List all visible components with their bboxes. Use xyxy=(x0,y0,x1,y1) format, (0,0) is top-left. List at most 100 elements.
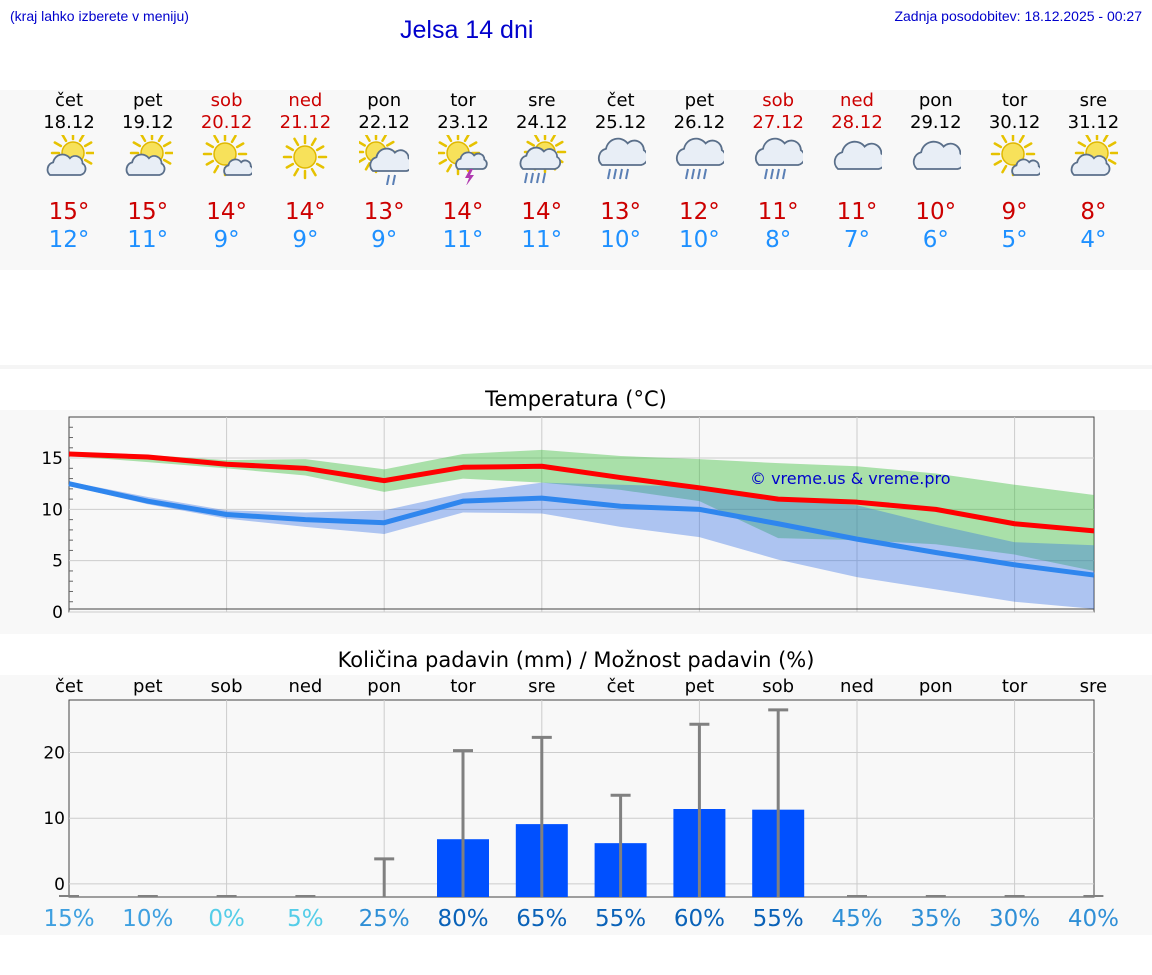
max-temperature: 13° xyxy=(582,198,660,226)
precipitation-probability: 40% xyxy=(1068,906,1119,932)
min-temperature: 12° xyxy=(30,226,108,254)
max-temperature: 13° xyxy=(345,198,423,226)
min-temperature: 6° xyxy=(897,226,975,254)
max-temperature: 10° xyxy=(897,198,975,226)
day-date: 28.12 xyxy=(818,112,896,134)
partly-cloudy-icon xyxy=(1068,135,1118,185)
partly-cloudy-icon xyxy=(123,135,173,185)
y-tick-label: 10 xyxy=(41,500,63,520)
sunny-icon xyxy=(280,135,330,185)
min-temperature: 9° xyxy=(188,226,266,254)
min-temperature: 11° xyxy=(109,226,187,254)
day-date: 22.12 xyxy=(345,112,423,134)
day-date: 30.12 xyxy=(976,112,1054,134)
day-date: 21.12 xyxy=(266,112,344,134)
day-name: sre xyxy=(1054,90,1132,112)
temperature-chart: 0 5 10 15 © vreme.us & vreme.pro xyxy=(0,405,1152,635)
precipitation-probability: 30% xyxy=(989,906,1040,932)
precipitation-probability: 60% xyxy=(674,906,725,932)
y-tick-label: 0 xyxy=(54,875,65,895)
day-name: sre xyxy=(503,90,581,112)
x-category-label: tor xyxy=(450,676,476,697)
precipitation-chart-title: Količina padavin (mm) / Možnost padavin … xyxy=(0,648,1152,672)
page-title: Jelsa 14 dni xyxy=(400,16,533,45)
sun-cloud-rain-icon xyxy=(517,135,567,185)
x-category-label: pon xyxy=(367,676,401,697)
y-tick-label: 0 xyxy=(52,603,63,623)
day-date: 18.12 xyxy=(30,112,108,134)
max-temperature: 12° xyxy=(660,198,738,226)
y-tick-label: 5 xyxy=(52,552,63,572)
x-category-label: čet xyxy=(55,676,83,697)
x-category-label: pet xyxy=(685,676,715,697)
day-date: 20.12 xyxy=(188,112,266,134)
x-category-label: čet xyxy=(607,676,635,697)
min-temperature: 11° xyxy=(424,226,502,254)
day-name: pon xyxy=(345,90,423,112)
min-temperature: 7° xyxy=(818,226,896,254)
day-date: 25.12 xyxy=(582,112,660,134)
precipitation-probability: 65% xyxy=(516,906,567,932)
day-name: tor xyxy=(976,90,1054,112)
day-name: pet xyxy=(660,90,738,112)
cloud-rain-icon xyxy=(753,135,803,185)
day-name: pon xyxy=(897,90,975,112)
y-tick-label: 15 xyxy=(41,449,63,469)
min-temperature: 11° xyxy=(503,226,581,254)
min-temperature: 8° xyxy=(739,226,817,254)
min-temperature: 4° xyxy=(1054,226,1132,254)
day-date: 29.12 xyxy=(897,112,975,134)
last-update: Zadnja posodobitev: 18.12.2025 - 00:27 xyxy=(894,8,1142,24)
max-temperature: 14° xyxy=(266,198,344,226)
y-tick-label: 10 xyxy=(43,809,65,829)
sun-small-cloud-icon xyxy=(202,135,252,185)
divider xyxy=(0,365,1152,369)
partly-cloudy-icon xyxy=(44,135,94,185)
max-temperature: 14° xyxy=(424,198,502,226)
max-temperature: 9° xyxy=(976,198,1054,226)
min-temperature: 10° xyxy=(582,226,660,254)
day-name: sob xyxy=(739,90,817,112)
min-temperature: 5° xyxy=(976,226,1054,254)
precipitation-probability: 55% xyxy=(753,906,804,932)
x-category-label: sob xyxy=(762,676,794,697)
precipitation-chart: 0 10 20 čet pet sob ned pon tor sre čet pet sob ned po… xyxy=(0,670,1152,940)
min-temperature: 10° xyxy=(660,226,738,254)
menu-hint: (kraj lahko izberete v meniju) xyxy=(10,8,189,24)
x-category-label: ned xyxy=(288,676,322,697)
precipitation-probability: 45% xyxy=(831,906,882,932)
max-temperature: 8° xyxy=(1054,198,1132,226)
y-tick-label: 20 xyxy=(43,744,65,764)
day-date: 24.12 xyxy=(503,112,581,134)
cloud-rain-icon xyxy=(674,135,724,185)
sun-thunder-icon xyxy=(438,135,488,185)
sun-small-cloud-icon xyxy=(990,135,1040,185)
cloudy-icon xyxy=(911,135,961,185)
x-category-label: sre xyxy=(528,676,555,697)
x-category-label: sob xyxy=(211,676,243,697)
daily-forecast-strip: čet 18.12 15° 12° pet 19.12 15° 11° sob 20.12 14° 9… xyxy=(0,90,1152,270)
day-date: 23.12 xyxy=(424,112,502,134)
cloud-rain-icon xyxy=(596,135,646,185)
precipitation-probability: 10% xyxy=(122,906,173,932)
day-name: ned xyxy=(818,90,896,112)
day-date: 31.12 xyxy=(1054,112,1132,134)
day-name: ned xyxy=(266,90,344,112)
day-name: čet xyxy=(582,90,660,112)
min-temperature: 9° xyxy=(345,226,423,254)
x-category-label: pet xyxy=(133,676,163,697)
precipitation-probability: 5% xyxy=(287,906,324,932)
day-name: pet xyxy=(109,90,187,112)
day-date: 26.12 xyxy=(660,112,738,134)
min-temperature: 9° xyxy=(266,226,344,254)
day-name: čet xyxy=(30,90,108,112)
precipitation-probability: 35% xyxy=(910,906,961,932)
max-temperature: 15° xyxy=(109,198,187,226)
x-category-label: ned xyxy=(840,676,874,697)
day-name: tor xyxy=(424,90,502,112)
x-category-label: tor xyxy=(1002,676,1028,697)
precipitation-probability: 15% xyxy=(43,906,94,932)
max-temperature: 14° xyxy=(503,198,581,226)
precipitation-probability: 25% xyxy=(359,906,410,932)
day-date: 19.12 xyxy=(109,112,187,134)
